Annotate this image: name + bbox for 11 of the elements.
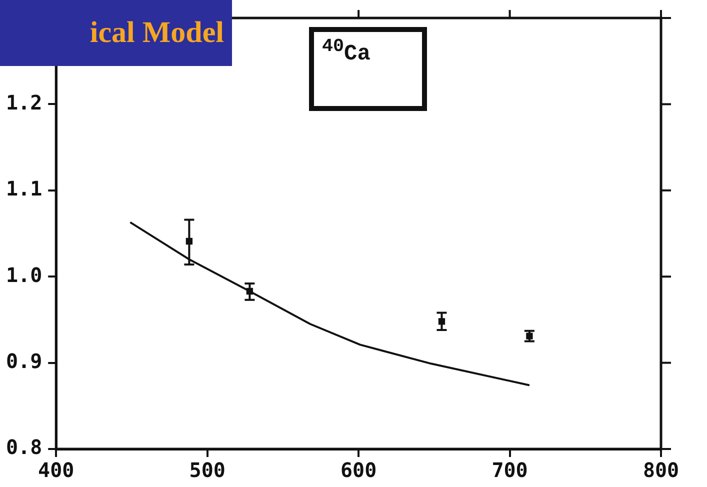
- x-tick-label: 400: [38, 458, 74, 482]
- x-tick-label: 700: [492, 458, 528, 482]
- y-tick-label: 0.9: [6, 349, 42, 374]
- y-tick-label: 1.1: [6, 176, 42, 201]
- y-tick-label: 1.0: [6, 262, 42, 287]
- y-tick-label: 1.2: [6, 90, 42, 114]
- x-tick-label: 600: [340, 458, 377, 482]
- annotation: $^{40}$Ca: [309, 27, 427, 111]
- y-tick-label: 0.8: [6, 435, 42, 460]
- x-tick-label: 800: [642, 458, 680, 482]
- x-tick-label: 500: [189, 458, 226, 482]
